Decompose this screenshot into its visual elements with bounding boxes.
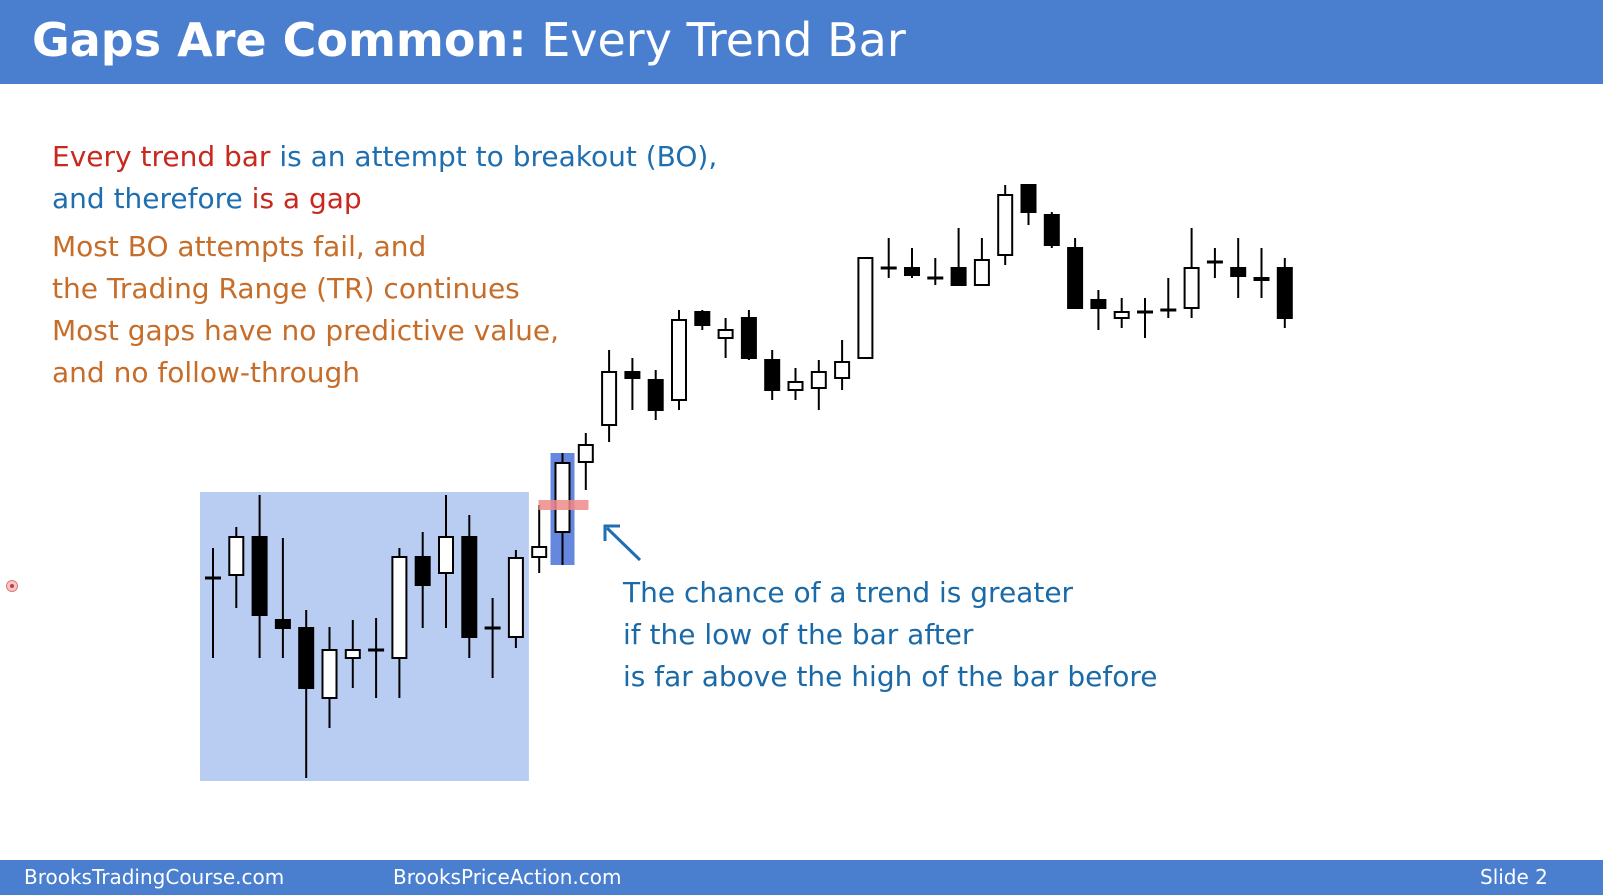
failure-note-line: Most gaps have no predictive value, [52,314,560,347]
candle-bear-body [647,379,664,411]
candle-bear-body [274,619,291,629]
candle-bull-body [810,371,827,389]
candle-bear-body [251,536,268,616]
candle-bull-body [1253,277,1270,281]
candle-bear-body [950,267,967,286]
slide-number: Slide 2 [1480,865,1548,889]
trend-note-line: The chance of a trend is greater [623,576,1074,609]
candle-bear-body [904,267,920,276]
trading-range-highlight [200,492,529,781]
candle-bear-body [1043,214,1060,246]
candle-bull-body [1113,311,1130,319]
candle-bear-body [414,556,431,586]
title-rest-part: Every Trend Bar [526,13,906,67]
title-bold-part: Gaps Are Common: [32,13,527,67]
failure-note-line: and no follow-through [52,356,361,389]
trend-chance-note: The chance of a trend is greater if the … [623,572,1157,698]
candle-bull-body [344,649,361,659]
pointer-dot-icon [6,580,18,592]
candle-bear-body [740,317,757,359]
candle-bull-body [438,536,454,574]
candle-bear-body [694,311,711,326]
candle-bear-body [1276,267,1293,319]
definition-line1-red: Every trend bar [52,140,271,173]
candle-bull-body [973,259,990,286]
arrow-head [603,524,620,541]
gap-marker [538,500,589,510]
candle-bull-body [717,329,734,339]
definition-text: Every trend bar is an attempt to breakou… [52,136,717,220]
candle-bear-body [1020,184,1037,213]
candle-bear-body [1090,299,1107,309]
candle-bull-body [577,444,594,463]
arrow-shaft [605,526,642,562]
slide-footer: BrooksTradingCourse.com BrooksPriceActio… [0,860,1603,895]
failure-notes: Most BO attempts fail, and the Trading R… [52,226,559,394]
candle-bull-body [601,371,618,426]
candle-bear-body [764,359,781,391]
candle-bull-body [554,462,571,533]
footer-site-trading-course: BrooksTradingCourse.com [24,865,285,889]
footer-site-price-action: BrooksPriceAction.com [393,865,622,889]
candle-bull-body [507,557,524,638]
candle-bull-body [321,649,338,699]
candle-bear-body [461,536,478,638]
failure-note-line: the Trading Range (TR) continues [52,272,520,305]
slide-header: Gaps Are Common: Every Trend Bar [0,0,1603,84]
trend-note-line: is far above the high of the bar before [623,660,1158,693]
candle-bull-body [787,381,804,391]
trend-note-line: if the low of the bar after [623,618,974,651]
candle-bear-body [624,371,641,379]
slide-title: Gaps Are Common: Every Trend Bar [32,10,906,70]
definition-line2-blue: and therefore [52,182,243,215]
candle-bull-body [531,546,548,558]
candle-bull-body [857,257,874,359]
candle-bear-body [1067,247,1084,309]
candle-bear-body [1230,267,1247,277]
candle-bull-body [834,361,851,379]
candle-bull-body [671,319,687,401]
failure-note-line: Most BO attempts fail, and [52,230,427,263]
candle-bull-body [1183,267,1200,309]
candle-bear-body [298,627,315,689]
candle-bull-body [228,536,245,576]
definition-line2-red: is a gap [242,182,362,215]
candle-bull-body [391,556,408,659]
definition-line1-blue: is an attempt to breakout (BO), [270,140,718,173]
candle-bull-body [997,194,1014,256]
